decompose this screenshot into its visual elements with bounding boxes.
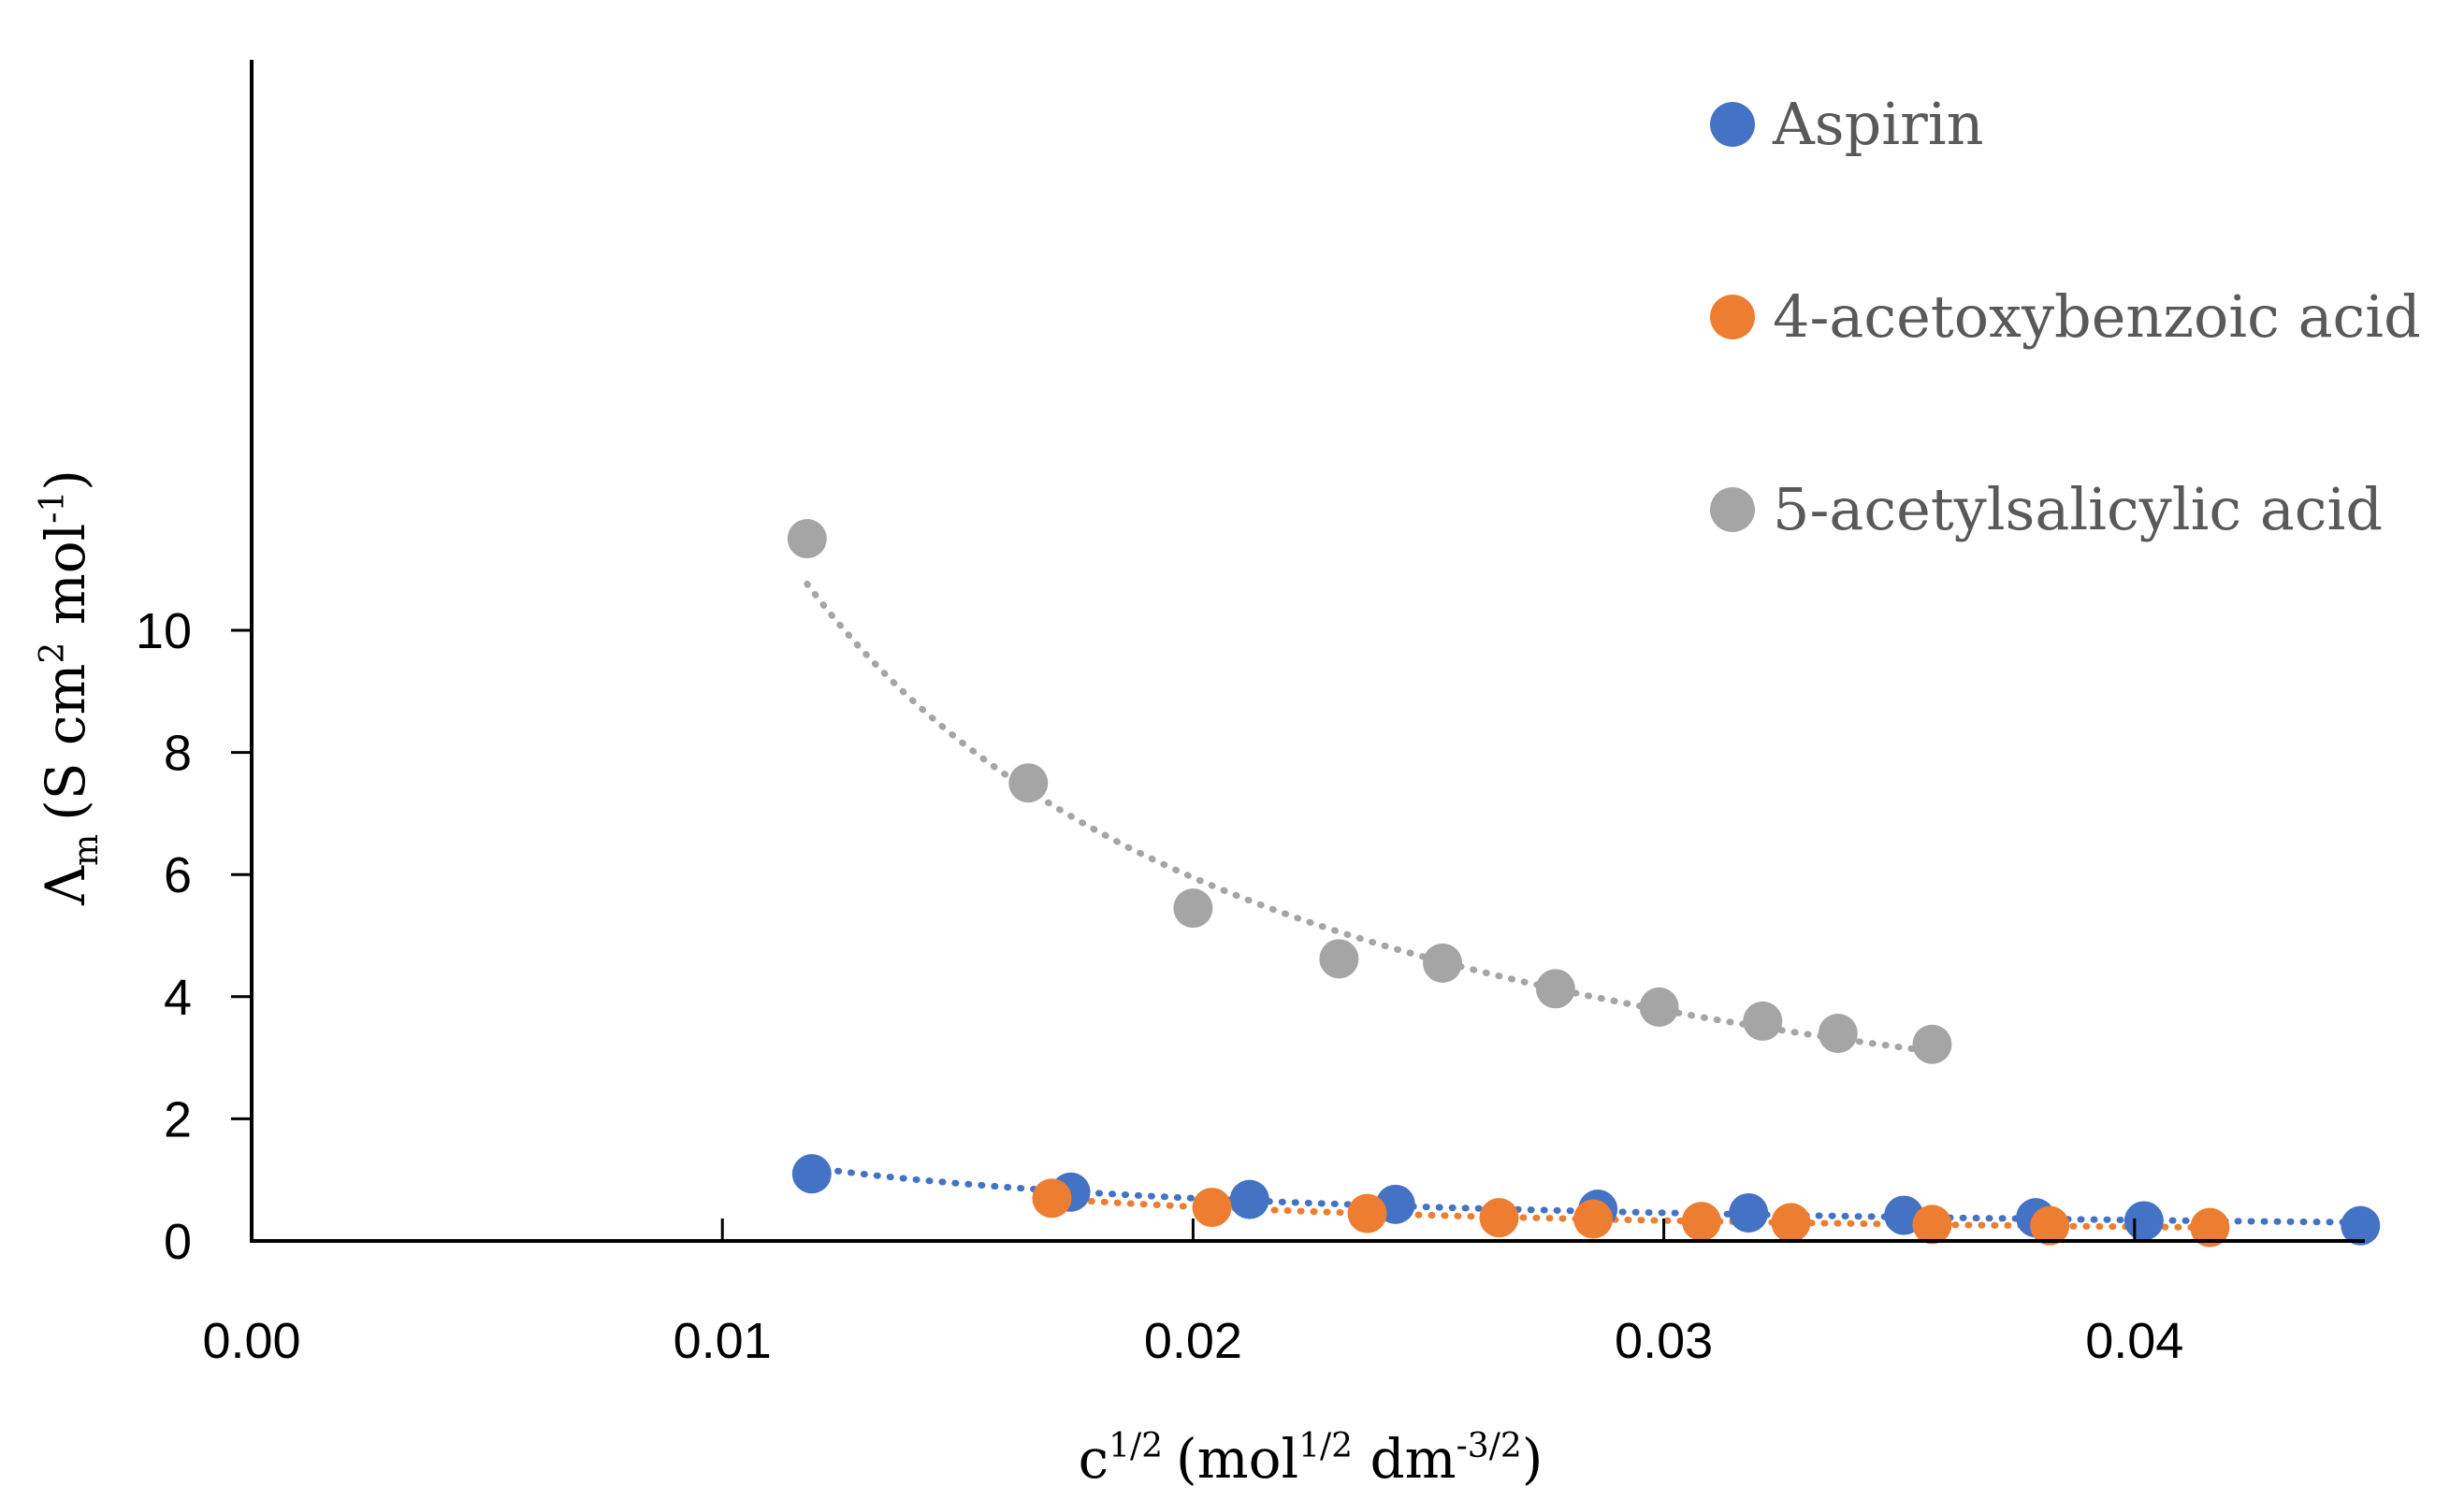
x-tick-label: 0.02: [1144, 1313, 1242, 1369]
y-axis-title: Λm(S cm2 mol-1): [34, 469, 106, 906]
point-aspirin: [791, 1154, 832, 1194]
x-tick-label: 0.04: [2085, 1313, 2183, 1369]
point-5-acetylsalicylic-acid: [1173, 888, 1213, 929]
point-4-acetoxybenzoic-acid: [1771, 1203, 1811, 1243]
legend-marker-4-acetoxybenzoic-acid: [1710, 295, 1755, 339]
point-aspirin: [1229, 1179, 1269, 1219]
point-5-acetylsalicylic-acid: [1319, 939, 1359, 979]
x-ticks: 0.00 0.01 0.02 0.03 0.04: [202, 1219, 2183, 1369]
legend-item-4-acetoxybenzoic-acid: 4-acetoxybenzoic acid: [1710, 282, 2421, 351]
point-4-acetoxybenzoic-acid: [1192, 1188, 1232, 1228]
point-5-acetylsalicylic-acid: [1423, 943, 1463, 983]
x-tick-label: 0.01: [674, 1313, 772, 1369]
point-4-acetoxybenzoic-acid: [1347, 1193, 1387, 1233]
point-4-acetoxybenzoic-acid: [1032, 1178, 1072, 1219]
y-ticks: 0 2 4 6 8 10: [136, 603, 252, 1270]
point-aspirin: [2123, 1201, 2164, 1241]
trendline-5-acetylsalicylic-acid: [804, 581, 1935, 1055]
x-axis-title: c1/2 (mol1/2 dm-3/2): [1079, 1427, 1544, 1491]
y-tick-label: 4: [164, 970, 192, 1026]
y-tick-label: 6: [164, 847, 192, 903]
legend-item-5-acetylsalicylic-acid: 5-acetylsalicylic acid: [1710, 475, 2383, 543]
legend-marker-5-acetylsalicylic-acid: [1710, 487, 1755, 532]
point-5-acetylsalicylic-acid: [1912, 1024, 1952, 1064]
point-4-acetoxybenzoic-acid: [1479, 1198, 1519, 1238]
point-5-acetylsalicylic-acid: [787, 519, 827, 559]
x-tick-label: 0.00: [202, 1313, 300, 1369]
x-tick-label: 0.03: [1615, 1313, 1713, 1369]
point-4-acetoxybenzoic-acid: [2190, 1207, 2230, 1248]
y-tick-label: 0: [164, 1214, 192, 1270]
y-tick-label: 8: [164, 726, 192, 782]
y-tick-label: 10: [136, 603, 192, 659]
legend-label-4-acetoxybenzoic-acid: 4-acetoxybenzoic acid: [1773, 282, 2421, 351]
legend-label-5-acetylsalicylic-acid: 5-acetylsalicylic acid: [1773, 475, 2383, 543]
point-4-acetoxybenzoic-acid: [2030, 1205, 2070, 1246]
trendlines: [804, 581, 2364, 1232]
point-4-acetoxybenzoic-acid: [1681, 1202, 1721, 1242]
legend: Aspirin 4-acetoxybenzoic acid 5-acetylsa…: [1710, 90, 2421, 543]
point-aspirin: [2341, 1205, 2381, 1246]
point-5-acetylsalicylic-acid: [1818, 1013, 1858, 1053]
point-5-acetylsalicylic-acid: [1639, 987, 1679, 1027]
y-tick-label: 2: [164, 1091, 192, 1147]
point-5-acetylsalicylic-acid: [1743, 1001, 1783, 1041]
legend-label-aspirin: Aspirin: [1772, 90, 1984, 158]
point-aspirin: [1729, 1192, 1769, 1233]
legend-marker-aspirin: [1710, 102, 1755, 147]
point-5-acetylsalicylic-acid: [1535, 969, 1575, 1009]
legend-item-aspirin: Aspirin: [1710, 90, 1984, 158]
point-4-acetoxybenzoic-acid: [1573, 1199, 1614, 1239]
point-5-acetylsalicylic-acid: [1008, 763, 1049, 803]
point-4-acetoxybenzoic-acid: [1912, 1204, 1952, 1245]
data-points: [787, 519, 2381, 1248]
